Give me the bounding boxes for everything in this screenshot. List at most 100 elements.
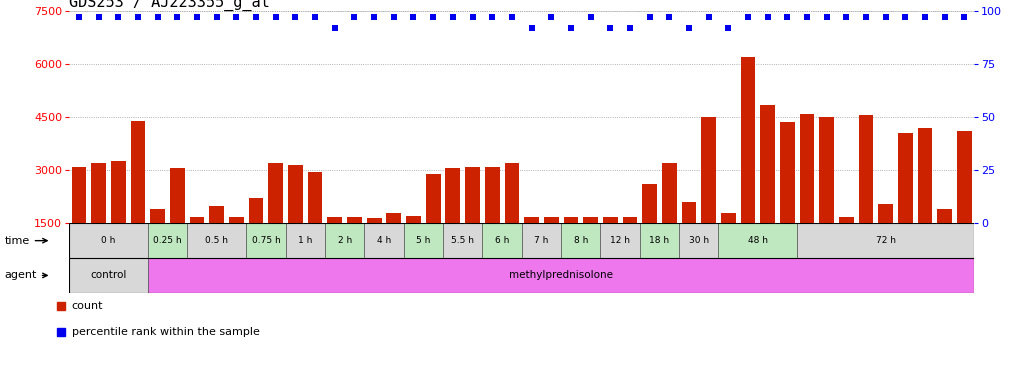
Point [878,14,894,20]
Bar [600,223,640,258]
Bar [71,167,86,276]
Text: 0.75 h: 0.75 h [251,236,281,245]
Bar [679,223,718,258]
Point [937,14,953,20]
Point [267,14,284,20]
Bar [286,223,325,258]
Text: 4 h: 4 h [377,236,392,245]
Text: 0 h: 0 h [102,236,116,245]
Point [524,25,540,31]
Point [583,14,599,20]
Bar [681,202,697,276]
Bar [917,128,933,276]
Point [484,14,500,20]
Bar [249,198,263,276]
Text: control: control [91,270,127,280]
Bar [858,115,874,276]
Bar [406,216,421,276]
Text: agent: agent [4,270,47,280]
Bar [820,117,834,276]
Text: 6 h: 6 h [495,236,510,245]
Bar [288,165,303,276]
Text: methylprednisolone: methylprednisolone [510,270,613,280]
Bar [485,167,499,276]
Point [130,14,146,20]
Bar [268,163,283,276]
Point [602,25,618,31]
Point [760,14,776,20]
Point [562,25,579,31]
Bar [147,223,187,258]
Point [503,14,520,20]
Bar [187,223,246,258]
Text: 5.5 h: 5.5 h [452,236,474,245]
Bar [69,223,147,258]
Bar [603,217,617,276]
Bar [640,223,679,258]
Point [347,14,363,20]
Point [149,14,166,20]
Point [661,14,677,20]
Text: time: time [4,236,47,246]
Text: 30 h: 30 h [689,236,709,245]
Bar [643,184,657,276]
Text: 7 h: 7 h [534,236,548,245]
Bar [325,223,364,258]
Bar [445,168,461,276]
Bar [246,223,286,258]
Bar [465,167,480,276]
Text: 8 h: 8 h [574,236,588,245]
Point [248,14,264,20]
Bar [111,161,126,276]
Bar [69,258,147,293]
Bar [367,218,381,276]
Point [897,14,913,20]
Bar [504,163,520,276]
Bar [938,209,952,276]
Bar [740,57,756,276]
Point [819,14,835,20]
Bar [544,217,558,276]
Point [956,14,972,20]
Bar [190,217,204,276]
Bar [761,105,775,276]
Point [799,14,816,20]
Bar [839,217,853,276]
Point [465,14,481,20]
Bar [229,217,244,276]
Bar [210,206,224,276]
Text: 0.5 h: 0.5 h [205,236,228,245]
Bar [347,217,362,276]
Bar [797,223,974,258]
Bar [957,131,972,276]
Bar [780,122,794,276]
Text: GDS253 / AJ223355_g_at: GDS253 / AJ223355_g_at [69,0,270,11]
Bar [583,217,598,276]
Text: 2 h: 2 h [338,236,352,245]
Bar [522,223,561,258]
Bar [563,217,579,276]
Bar [404,223,443,258]
Bar [561,223,600,258]
Point [406,14,422,20]
Bar [426,174,440,276]
Point [71,14,87,20]
Bar [662,163,676,276]
Bar [898,133,913,276]
Point [425,14,441,20]
Bar [170,168,185,276]
Point [287,14,303,20]
Text: percentile rank within the sample: percentile rank within the sample [72,327,259,337]
Text: count: count [72,301,104,311]
Point [838,14,854,20]
Bar [364,223,404,258]
Point [110,14,126,20]
Bar [721,213,735,276]
Bar [308,172,322,276]
Point [326,25,343,31]
Bar [879,204,893,276]
Point [858,14,875,20]
Text: 1 h: 1 h [298,236,312,245]
Point [307,14,323,20]
Bar [130,121,145,276]
